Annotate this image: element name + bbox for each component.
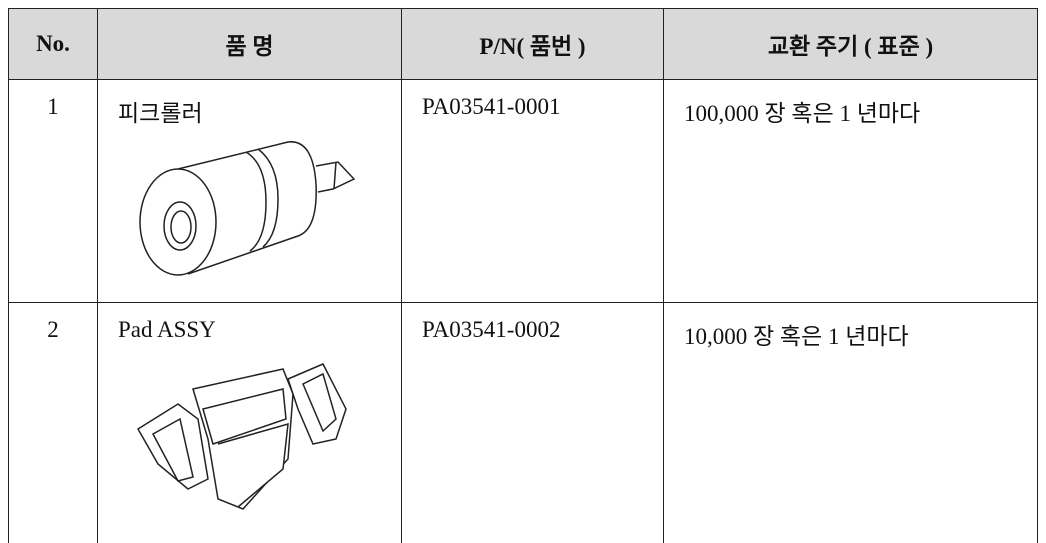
pick-roller-illustration: [139, 141, 356, 276]
cell: PA03541-0001: [401, 79, 664, 303]
cell: 2: [8, 302, 98, 543]
cell: PA03541-0002: [401, 302, 664, 543]
cell: 10,000 장 혹은 1 년마다: [663, 302, 1038, 543]
pad-assy-illustration: [136, 363, 347, 510]
header-cell: No.: [8, 8, 98, 80]
header-row: No. 품 명 P/N( 품번 ) 교환 주기 ( 표준 ): [8, 8, 1038, 80]
table-row: 1 피크롤러 PA03541-0001 100,000 장 혹은 1 년마다: [8, 79, 1038, 303]
table-row: 2 Pad ASSY PA03541-0002 10,000 장 혹은 1 년마…: [8, 302, 1038, 543]
part-name: Pad ASSY: [118, 317, 216, 342]
cell: 100,000 장 혹은 1 년마다: [663, 79, 1038, 303]
cell: Pad ASSY: [97, 302, 402, 543]
parts-table: No. 품 명 P/N( 품번 ) 교환 주기 ( 표준 ) 1 피크롤러 PA…: [8, 8, 1038, 543]
header-cell: 품 명: [97, 8, 402, 80]
header-cell: P/N( 품번 ): [401, 8, 664, 80]
header-cell: 교환 주기 ( 표준 ): [663, 8, 1038, 80]
cell: 1: [8, 79, 98, 303]
cell: 피크롤러: [97, 79, 402, 303]
part-name: 피크롤러: [118, 101, 203, 126]
